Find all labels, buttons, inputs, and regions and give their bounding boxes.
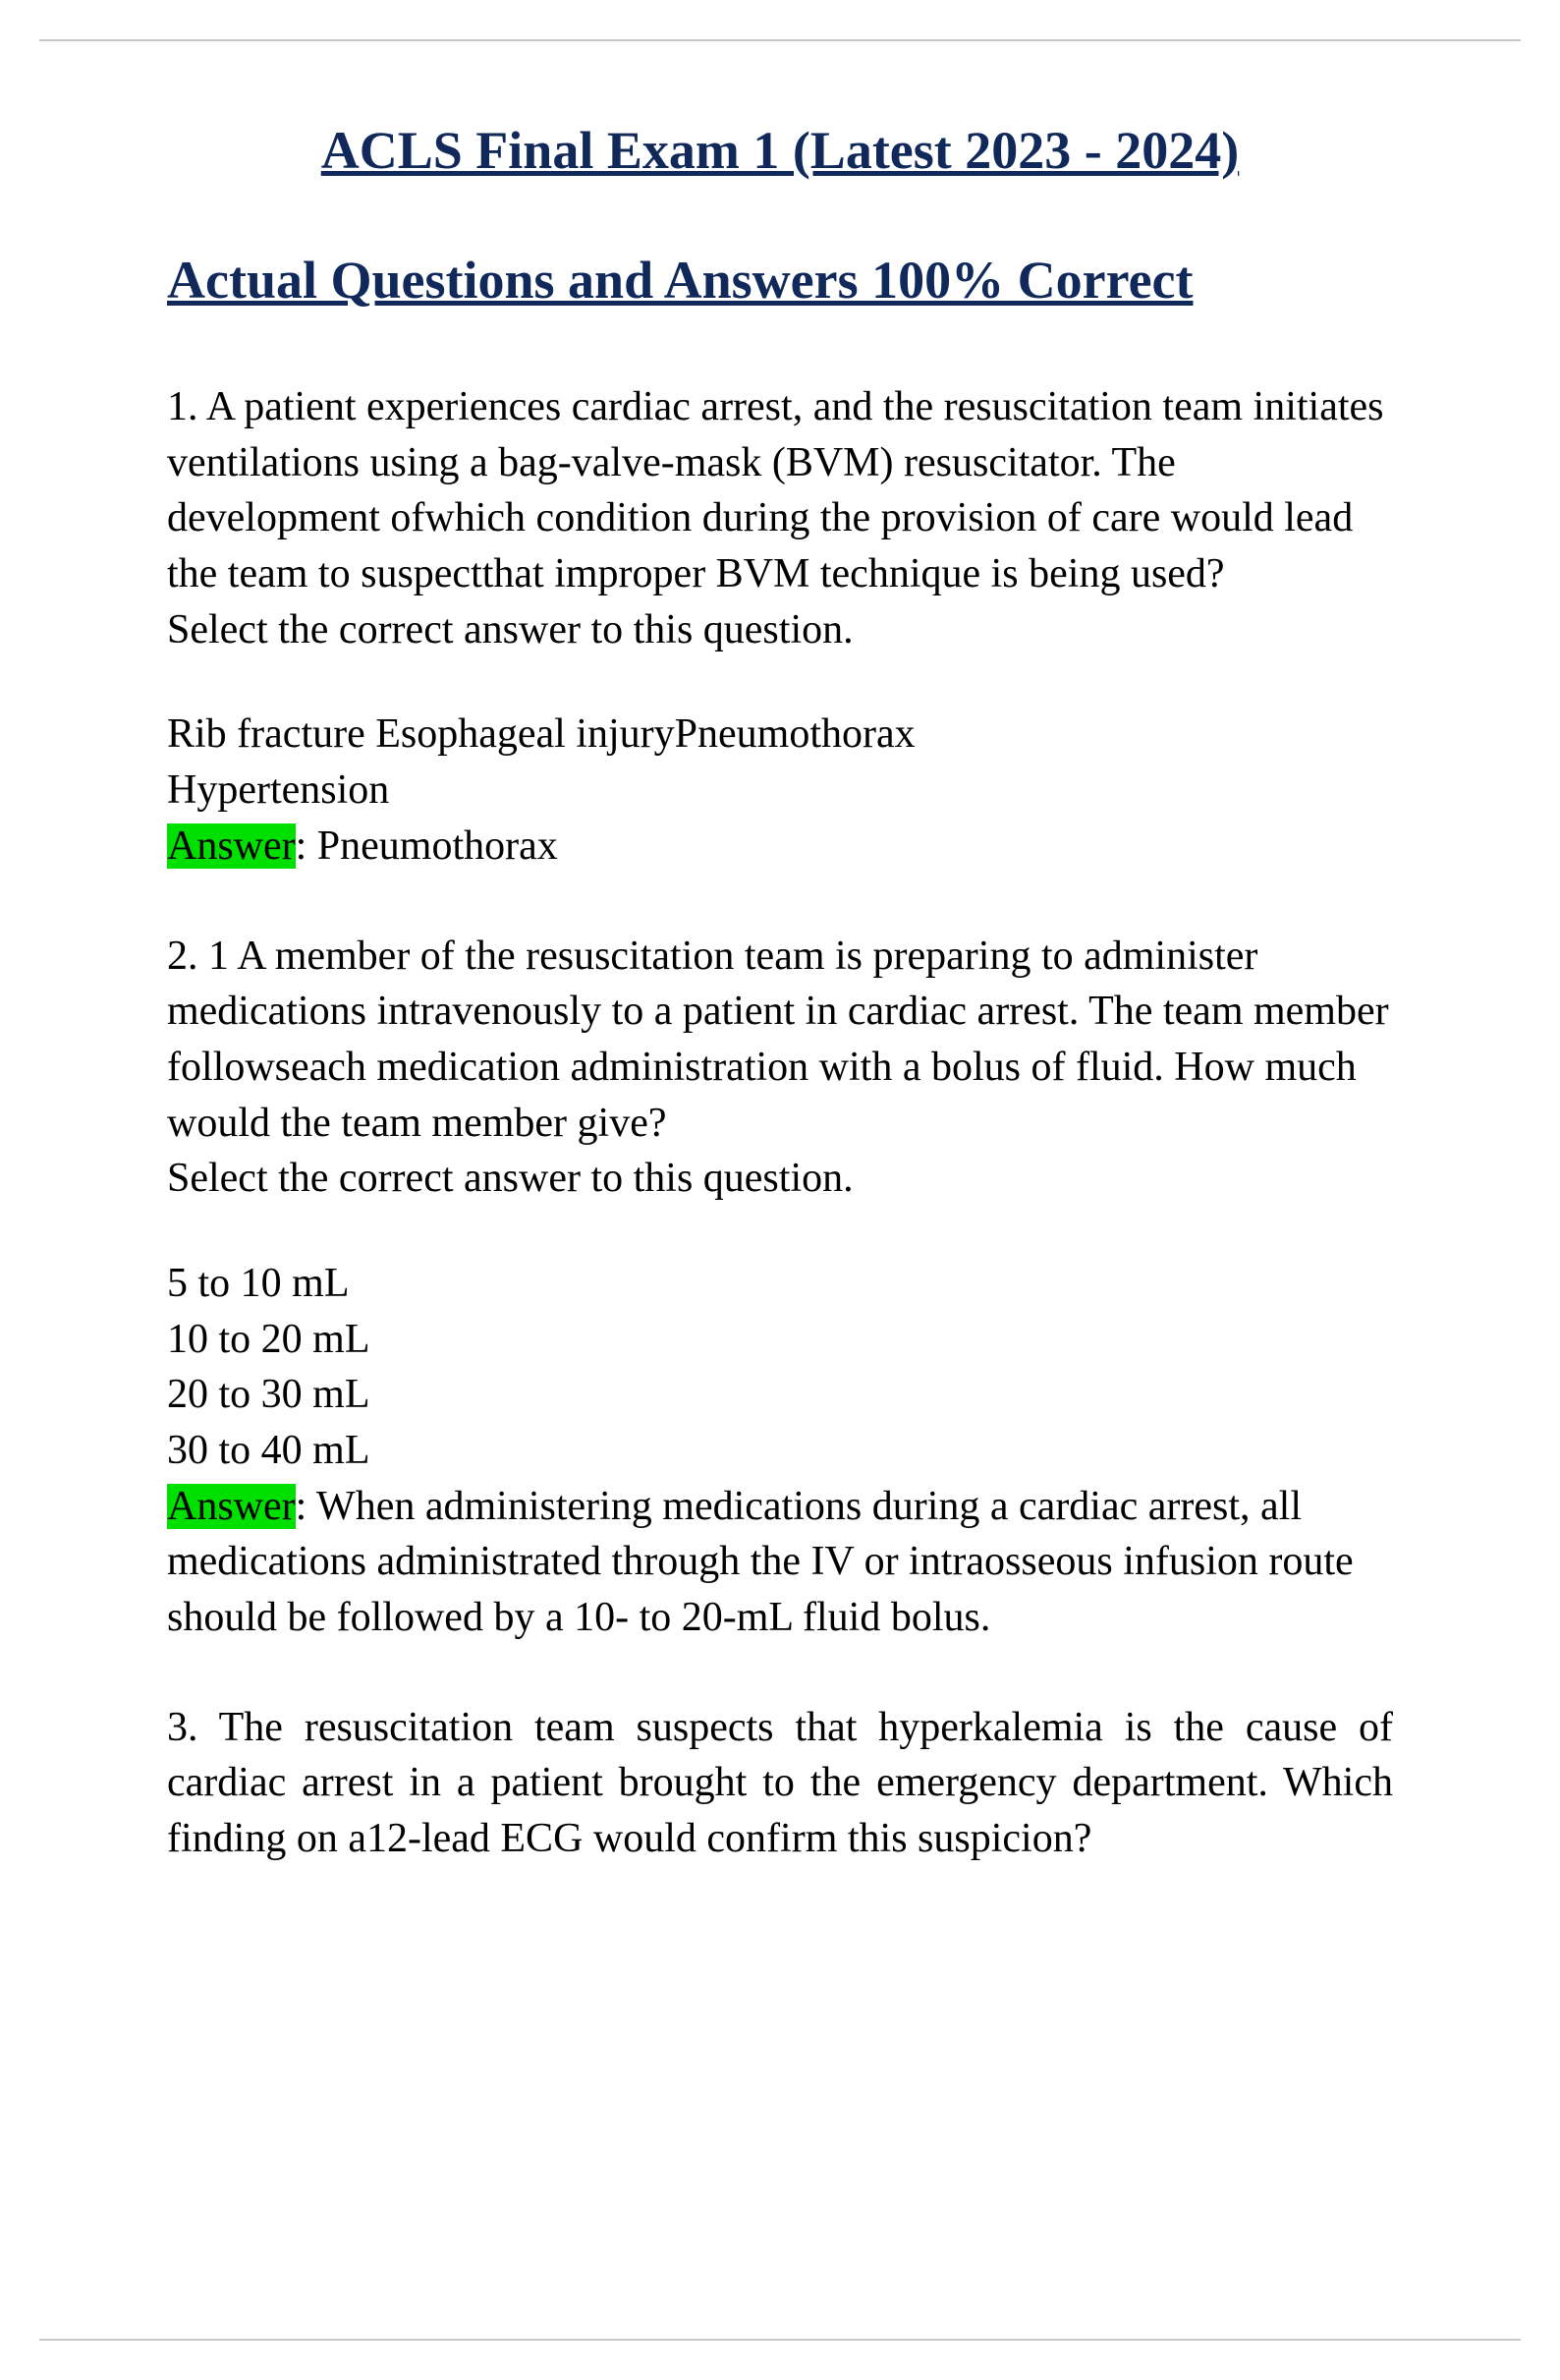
document-page: ACLS Final Exam 1 (Latest 2023 - 2024) A… — [0, 39, 1560, 2380]
options-group: Rib fracture Esophageal injuryPneumothor… — [167, 707, 1393, 874]
question-text: 3. The resuscitation team suspects that … — [167, 1700, 1393, 1867]
question-instruction: Select the correct answer to this questi… — [167, 1151, 1393, 1207]
document-title-2: Actual Questions and Answers 100% Correc… — [167, 250, 1393, 311]
question-text: 2. 1 A member of the resuscitation team … — [167, 929, 1393, 1152]
answer-label: Answer — [167, 1484, 296, 1529]
question-block: 3. The resuscitation team suspects that … — [167, 1700, 1393, 1867]
question-text: 1. A patient experiences cardiac arrest,… — [167, 379, 1393, 602]
answer-text: : When administering medications during … — [167, 1484, 1354, 1640]
option-item: 30 to 40 mL — [167, 1423, 1393, 1479]
question-prompt: A member of the resuscitation team is pr… — [167, 934, 1389, 1146]
question-block: 1. A patient experiences cardiac arrest,… — [167, 379, 1393, 875]
question-block: 2. 1 A member of the resuscitation team … — [167, 929, 1393, 1646]
question-number: 3. — [167, 1705, 198, 1750]
options-group: 5 to 10 mL 10 to 20 mL 20 to 30 mL 30 to… — [167, 1256, 1393, 1646]
question-instruction: Select the correct answer to this questi… — [167, 602, 1393, 658]
answer-text: : Pneumothorax — [296, 823, 558, 869]
option-item: 10 to 20 mL — [167, 1312, 1393, 1368]
option-inline: Rib fracture Esophageal injuryPneumothor… — [167, 707, 1393, 763]
option-item: 5 to 10 mL — [167, 1256, 1393, 1312]
document-content: ACLS Final Exam 1 (Latest 2023 - 2024) A… — [0, 41, 1560, 1980]
question-number: 1. — [167, 384, 198, 429]
option-item: 20 to 30 mL — [167, 1367, 1393, 1423]
option-item: Hypertension — [167, 763, 1393, 819]
document-title-1: ACLS Final Exam 1 (Latest 2023 - 2024) — [167, 120, 1393, 181]
question-prompt: A patient experiences cardiac arrest, an… — [167, 384, 1384, 596]
answer-label: Answer — [167, 823, 296, 869]
answer-line: Answer: When administering medications d… — [167, 1479, 1393, 1646]
question-prompt: The resuscitation team suspects that hyp… — [167, 1705, 1393, 1861]
question-number: 2. 1 — [167, 934, 229, 979]
answer-line: Answer: Pneumothorax — [167, 819, 1393, 875]
